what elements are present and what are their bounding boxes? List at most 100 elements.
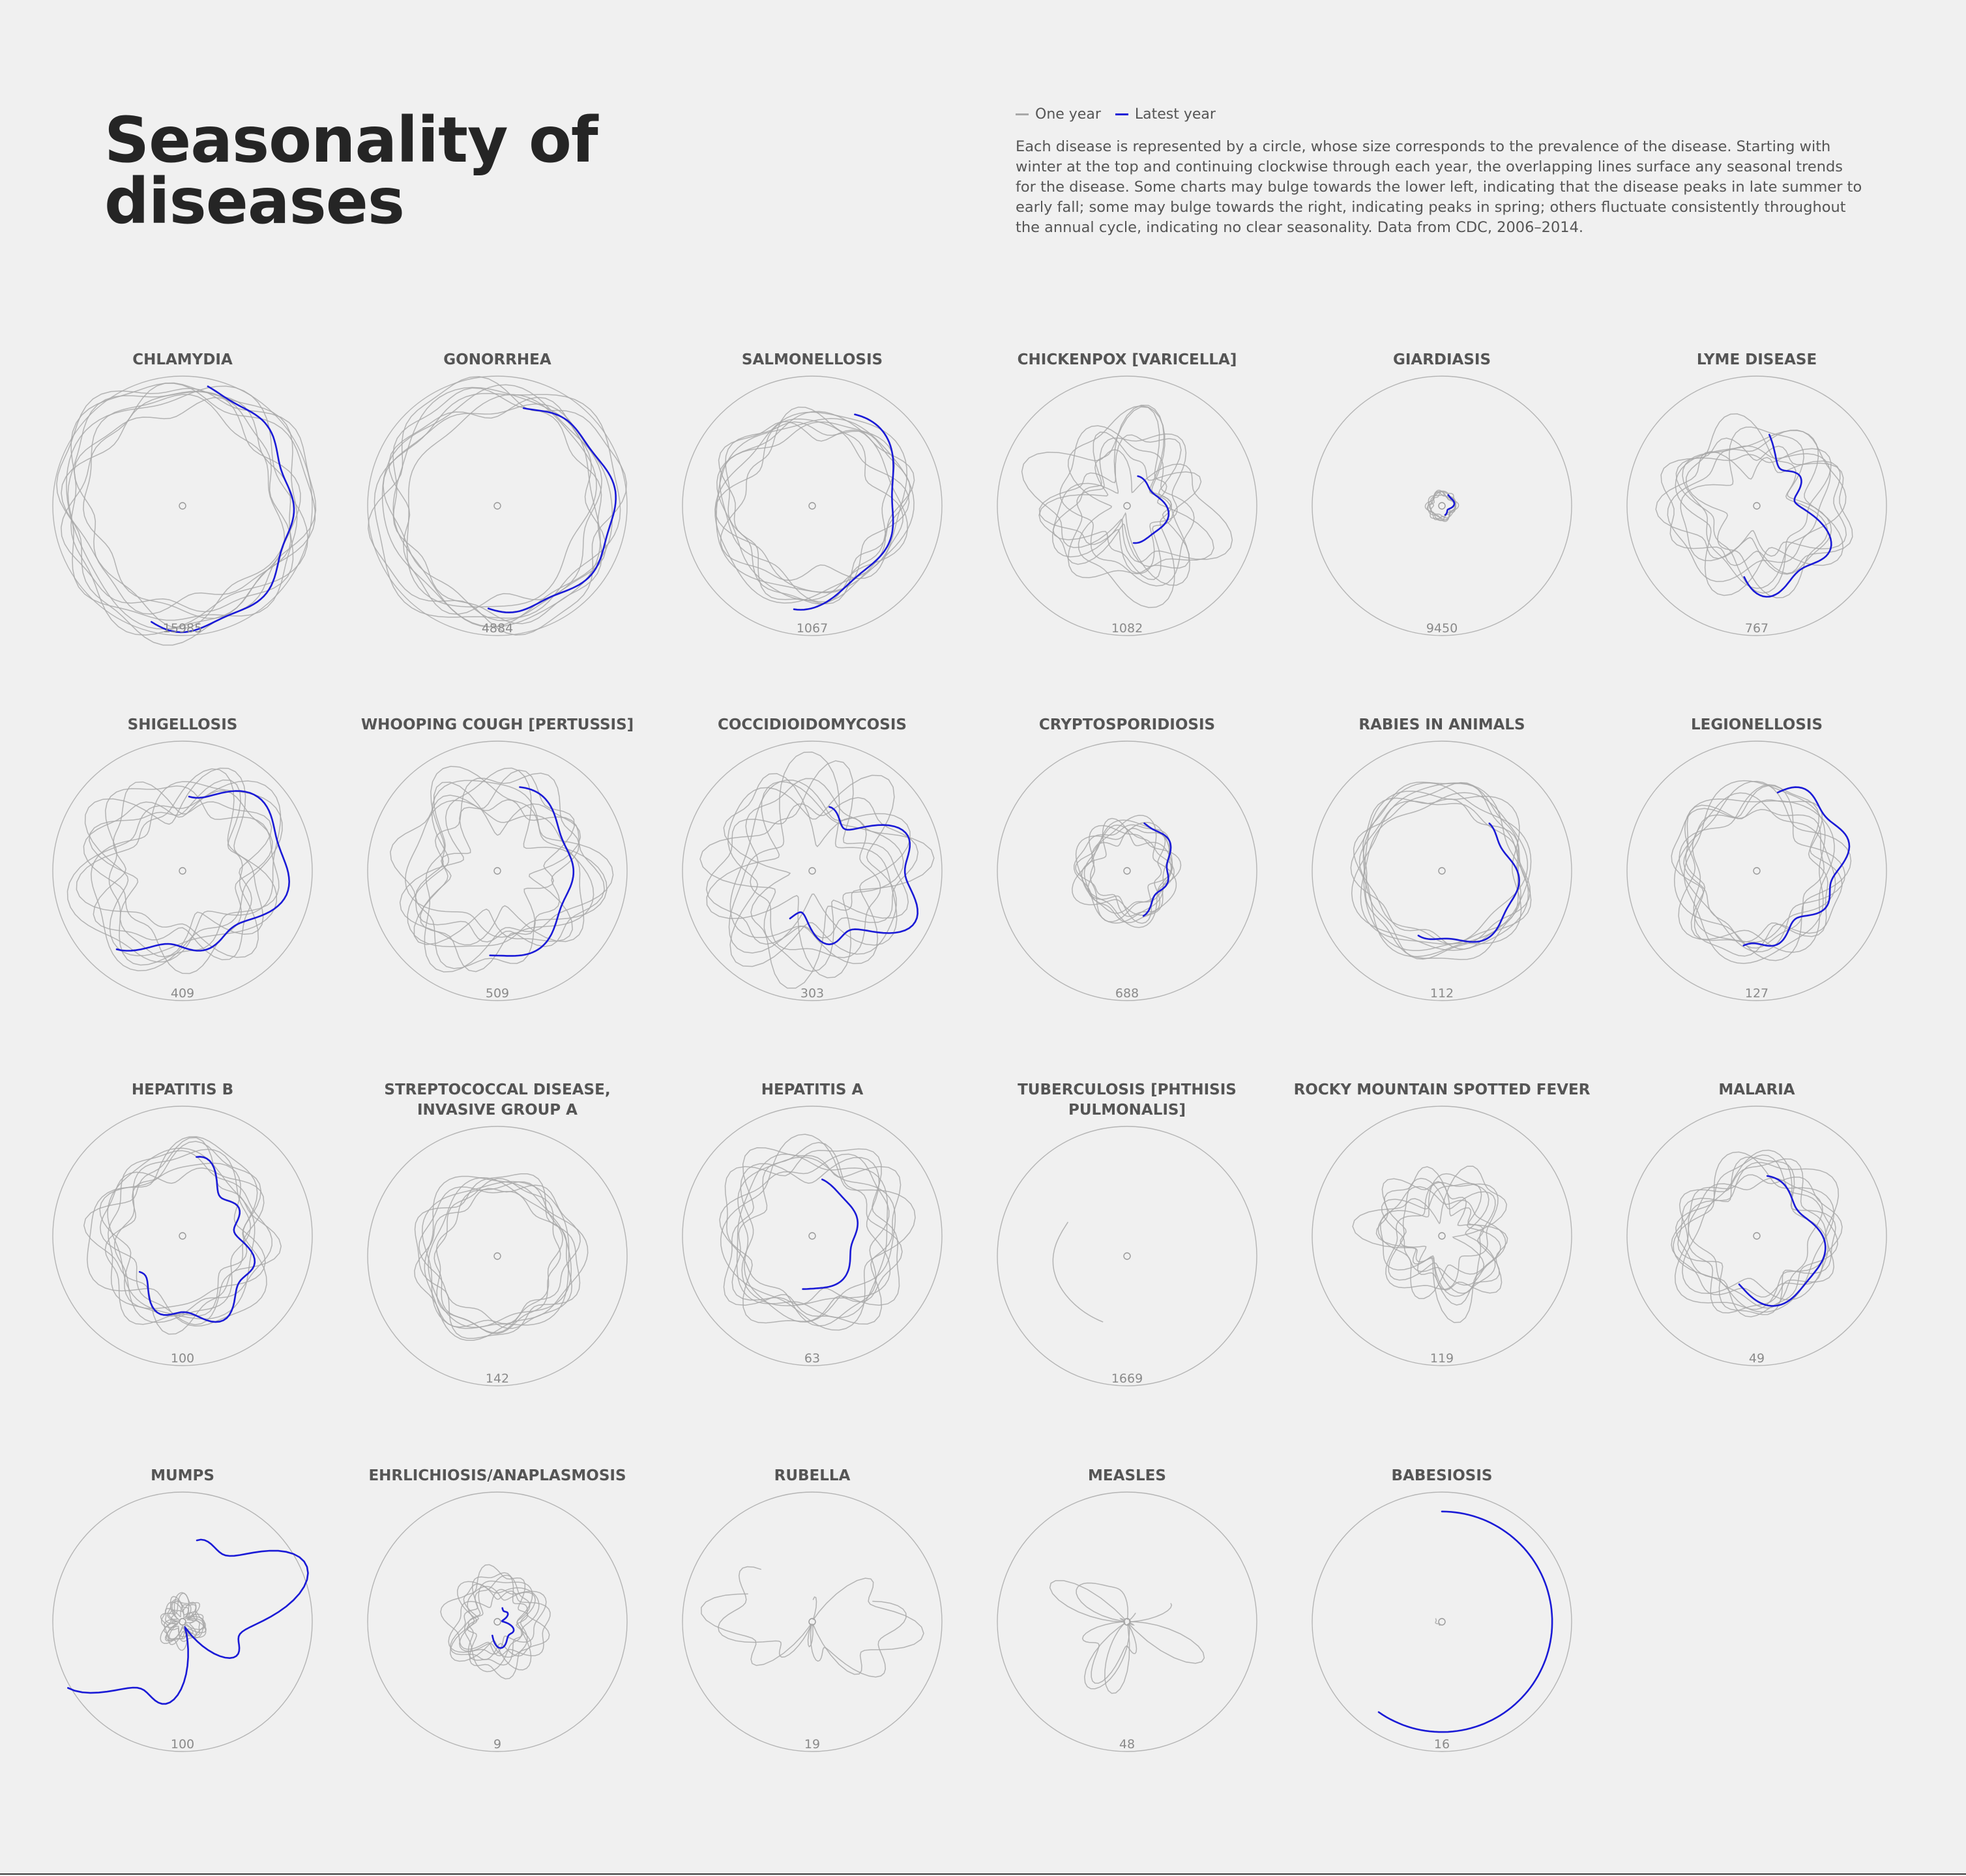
chart-value-label: 1067 [797, 621, 828, 636]
series-line-latest-year [802, 1179, 859, 1290]
series-line-year-6 [1038, 406, 1214, 567]
chart-ring [682, 1491, 943, 1752]
chart-chlamydia: CHLAMYDIA 15985 [52, 351, 317, 646]
chart-center-marker [808, 1618, 816, 1626]
series-line-year-1 [728, 752, 898, 954]
legend-item-latest-year: Latest year [1115, 106, 1216, 123]
chart-title: SHIGELLOSIS [128, 716, 238, 733]
chart-center-marker [493, 502, 501, 510]
description: Each disease is represented by a circle,… [1016, 138, 1862, 236]
chart-ring [367, 375, 628, 636]
series-line-latest-year [492, 1607, 515, 1649]
chart-title: EHRLICHIOSIS/ANAPLASMOSIS [368, 1467, 626, 1484]
chart-title: CHICKENPOX [VARICELLA] [1018, 351, 1237, 368]
series-line-year-7 [1692, 792, 1836, 943]
chart-center-marker [1438, 502, 1446, 510]
series-line-year-3 [424, 1175, 589, 1341]
chart-lyme-disease: LYME DISEASE 767 [1626, 351, 1887, 636]
chart-center-marker [1753, 502, 1761, 510]
chart-ring [1626, 375, 1887, 636]
series-line-year-1 [717, 1566, 907, 1678]
chart-title: COCCIDIOIDOMYCOSIS [718, 716, 907, 733]
series-line-year-7 [368, 376, 627, 636]
chart-legionellosis: LEGIONELLOSIS 127 [1626, 716, 1887, 1001]
series-line-year-2 [1674, 1162, 1840, 1310]
chart-title: RABIES IN ANIMALS [1358, 716, 1525, 733]
series-line-year-4 [1089, 825, 1182, 922]
chart-babesiosis: BABESIOSIS 16 [1312, 1467, 1572, 1752]
series-line-year-1 [1675, 448, 1832, 594]
series-line-year-6 [83, 790, 273, 975]
series-line-year-5 [1680, 426, 1832, 575]
series-line-year-2 [1685, 799, 1828, 943]
series-line-year-8 [166, 1599, 206, 1641]
series-line-year-7 [160, 1601, 207, 1638]
series-line-latest-year [1444, 494, 1456, 516]
series-line-year-5 [1677, 1156, 1836, 1315]
series-line-year-8 [1075, 822, 1173, 928]
series-line-year-3 [67, 390, 298, 621]
series-line-year-6 [1362, 782, 1521, 960]
chart-title: MALARIA [1718, 1081, 1795, 1098]
chart-center-marker [1123, 867, 1131, 875]
chart-value-label: 63 [804, 1351, 820, 1366]
chart-ring [1312, 375, 1572, 636]
series-line-year-2 [727, 774, 897, 967]
series-line-year-4 [84, 767, 278, 956]
series-line-year-8 [1379, 1173, 1496, 1297]
series-line-year-5 [1021, 449, 1233, 563]
chart-center-marker [1753, 1232, 1761, 1240]
chart-cryptosporidiosis: CRYPTOSPORIDIOSIS 688 [997, 716, 1257, 1001]
series-line-year-1 [436, 1181, 563, 1334]
series-line-year-2 [1038, 434, 1190, 574]
series-line-latest-year [115, 790, 291, 952]
chart-value-label: 100 [171, 1351, 194, 1366]
chart-ring [1312, 740, 1572, 1001]
chart-ring [1312, 1106, 1572, 1366]
chart-value-label: 142 [486, 1371, 509, 1386]
series-line-year-1 [1076, 1582, 1130, 1690]
series-line-year-1 [731, 1141, 903, 1306]
chart-ring [997, 1126, 1257, 1386]
series-line-year-8 [699, 760, 909, 973]
series-line-year-3 [1352, 1165, 1508, 1323]
series-line-year-8 [1059, 425, 1195, 587]
chart-title: INVASIVE GROUP A [417, 1102, 578, 1119]
series-line-year-7 [1351, 782, 1529, 951]
chart-title: LYME DISEASE [1697, 351, 1817, 368]
series-line-year-4 [745, 778, 881, 958]
series-line-latest-year [1377, 1510, 1553, 1733]
series-line-year-6 [1375, 1178, 1508, 1294]
legend-item-one-year: One year [1016, 106, 1101, 123]
series-line-year-6 [414, 1184, 581, 1328]
legend-swatch-one-year [1016, 113, 1029, 115]
series-line-year-8 [1667, 430, 1847, 582]
chart-malaria: MALARIA 49 [1626, 1081, 1887, 1366]
series-line-year-4 [1363, 790, 1522, 951]
series-line-year-6 [1087, 825, 1175, 914]
chart-title: RUBELLA [774, 1467, 851, 1484]
series-line-year-1 [420, 769, 575, 973]
chart-value-label: 127 [1745, 986, 1768, 1001]
chart-title: CHLAMYDIA [132, 351, 233, 368]
chart-ring [682, 740, 943, 1001]
series-line-year-2 [725, 421, 911, 605]
series-line-year-2 [719, 1153, 890, 1326]
chart-center-marker [493, 1252, 501, 1260]
chart-ring [1312, 1491, 1572, 1752]
chart-center-marker [1753, 867, 1761, 875]
series-line-year-4 [1385, 1182, 1499, 1290]
chart-value-label: 15985 [163, 621, 202, 636]
chart-center-marker [179, 1618, 186, 1626]
series-line-year-1 [89, 779, 264, 958]
series-line-year-1 [1052, 432, 1202, 580]
series-line-year-5 [1360, 792, 1529, 945]
series-line-year-6 [70, 383, 316, 636]
series-line-latest-year [1743, 433, 1832, 598]
series-line-year-8 [422, 1180, 570, 1329]
series-line-year-7 [716, 418, 915, 593]
chart-value-label: 9 [493, 1737, 501, 1751]
chart-title: SALMONELLOSIS [742, 351, 883, 368]
chart-title: HEPATITIS A [761, 1081, 864, 1098]
